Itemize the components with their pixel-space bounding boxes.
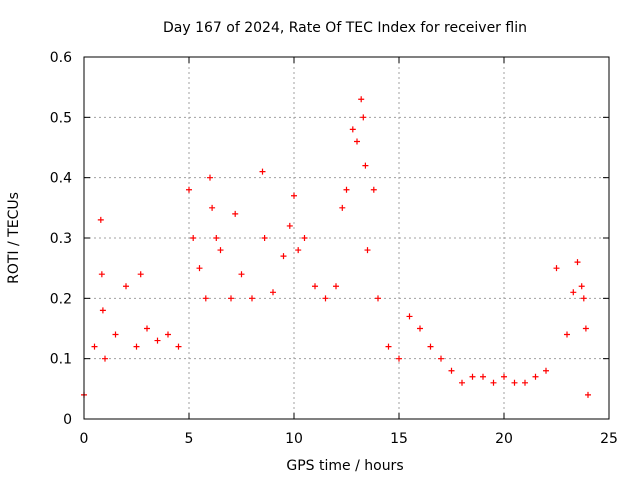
data-point xyxy=(349,126,356,133)
data-point xyxy=(209,204,216,211)
data-point xyxy=(249,295,255,302)
data-point xyxy=(202,295,209,302)
data-point xyxy=(511,379,518,386)
data-point xyxy=(490,379,497,386)
data-point xyxy=(543,367,549,374)
y-tick-label: 0.1 xyxy=(50,352,72,368)
data-point xyxy=(133,343,140,350)
data-point xyxy=(333,283,339,290)
data-point xyxy=(301,235,308,241)
y-tick-label: 0.6 xyxy=(50,50,72,66)
data-point xyxy=(343,186,350,193)
data-point xyxy=(354,138,360,145)
data-point xyxy=(207,174,213,181)
data-point xyxy=(522,379,528,386)
y-tick-label: 0.2 xyxy=(50,291,72,307)
data-point xyxy=(137,271,144,278)
data-point xyxy=(123,283,129,290)
y-axis-label: ROTI / TECUs xyxy=(6,192,22,284)
data-point xyxy=(501,373,507,380)
data-point xyxy=(291,192,297,199)
data-point xyxy=(186,186,192,193)
data-point xyxy=(154,337,161,344)
data-point xyxy=(97,216,104,223)
data-point xyxy=(261,235,268,241)
data-point xyxy=(270,289,276,296)
data-point xyxy=(232,210,239,217)
chart-title: Day 167 of 2024, Rate Of TEC Index for r… xyxy=(163,20,527,36)
data-point xyxy=(144,325,150,332)
data-point xyxy=(448,367,455,374)
data-points xyxy=(81,96,591,398)
data-point xyxy=(480,373,486,380)
x-tick-label: 15 xyxy=(390,431,408,447)
data-point xyxy=(228,295,234,302)
x-tick-label: 10 xyxy=(285,431,303,447)
data-point xyxy=(175,343,182,350)
data-point xyxy=(280,253,287,260)
data-point xyxy=(286,222,293,229)
y-tick-label: 0 xyxy=(63,412,72,428)
data-point xyxy=(190,235,197,241)
grid-lines xyxy=(84,57,609,419)
data-point xyxy=(396,355,402,362)
data-point xyxy=(99,307,106,314)
x-axis-label: GPS time / hours xyxy=(286,458,403,474)
data-point xyxy=(580,295,587,302)
data-point xyxy=(312,283,318,290)
y-tick-label: 0.4 xyxy=(50,171,72,187)
data-point xyxy=(102,355,108,362)
data-point xyxy=(574,259,581,266)
data-point xyxy=(585,391,591,398)
data-point xyxy=(196,265,203,272)
data-point xyxy=(427,343,434,350)
y-tick-label: 0.3 xyxy=(50,231,72,247)
axis-ticks: 0 5 10 15 20 25 0 0.1 0.2 0.3 0.4 0.5 0.6 xyxy=(50,50,618,447)
data-point xyxy=(459,379,465,386)
data-point xyxy=(165,331,171,338)
data-point xyxy=(238,271,245,278)
data-point xyxy=(362,162,369,169)
data-point xyxy=(469,373,476,380)
data-point xyxy=(578,283,585,290)
x-tick-label: 25 xyxy=(600,431,618,447)
x-tick-label: 5 xyxy=(185,431,194,447)
y-tick-label: 0.5 xyxy=(50,110,72,126)
data-point xyxy=(360,114,367,121)
data-point xyxy=(339,204,346,211)
data-point xyxy=(532,373,539,380)
data-point xyxy=(259,168,266,175)
data-point xyxy=(438,355,444,362)
x-tick-label: 20 xyxy=(495,431,513,447)
data-point xyxy=(570,289,577,296)
data-point xyxy=(370,186,377,193)
data-point xyxy=(417,325,423,332)
data-point xyxy=(375,295,381,302)
data-point xyxy=(385,343,392,350)
data-point xyxy=(112,331,119,338)
data-point xyxy=(98,271,105,278)
data-point xyxy=(564,331,570,338)
data-point xyxy=(358,96,365,103)
data-point xyxy=(91,343,98,350)
data-point xyxy=(553,265,560,272)
x-tick-label: 0 xyxy=(80,431,89,447)
data-point xyxy=(364,247,371,254)
data-point xyxy=(582,325,589,332)
data-point xyxy=(406,313,413,320)
data-point xyxy=(295,247,302,254)
data-point xyxy=(217,247,224,254)
data-point xyxy=(213,235,220,241)
data-point xyxy=(322,295,329,302)
